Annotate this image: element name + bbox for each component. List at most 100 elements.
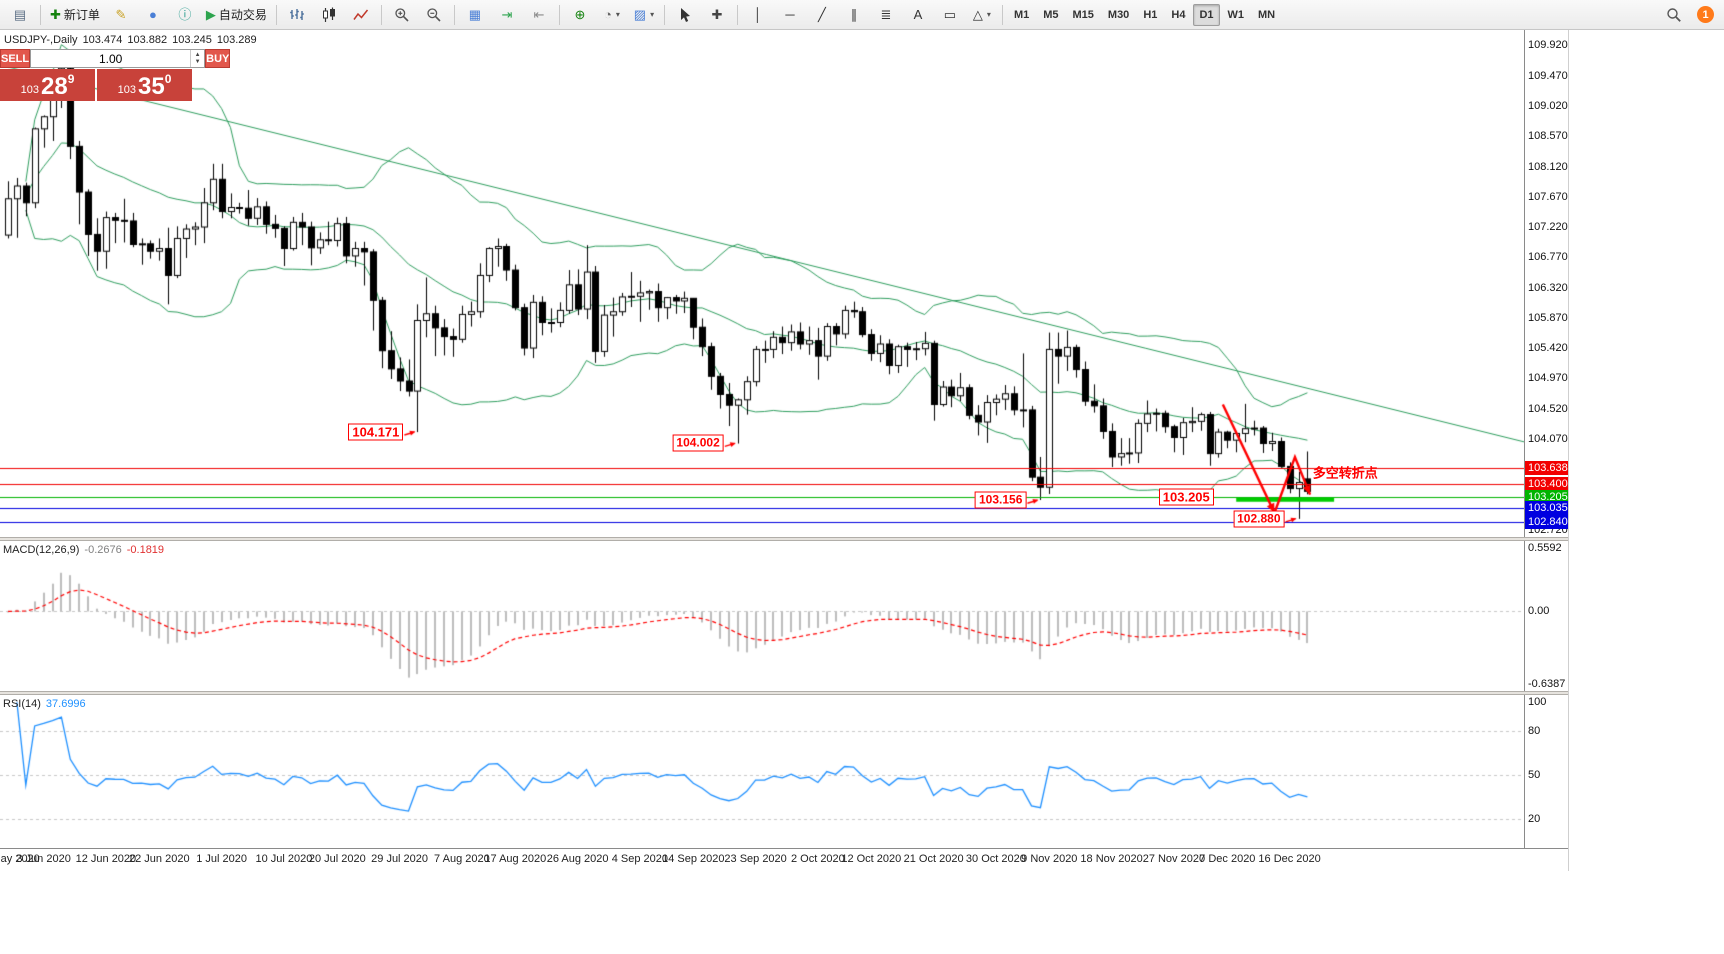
date-tick: 12 Jun 2020	[75, 853, 137, 865]
vertical-line-icon: │	[753, 7, 762, 22]
tile-windows-icon: ▦	[468, 7, 482, 22]
rsi-axis-label: 50	[1528, 769, 1541, 782]
macd-axis-label: -0.6387	[1528, 678, 1566, 691]
price-axis-label: 105.420	[1528, 342, 1568, 355]
globe-icon: ●	[148, 7, 157, 22]
new-order-button-label: 新订单	[63, 8, 100, 22]
date-tick: 23 Sep 2020	[724, 853, 787, 865]
templates-button[interactable]: ▨ ▾	[629, 2, 659, 28]
horizontal-line-button[interactable]: ─	[775, 2, 805, 28]
play-icon: ▶	[205, 7, 216, 22]
panel-splitter-2[interactable]	[0, 691, 1568, 695]
price-axis[interactable]: 109.920 109.470 109.020 108.570 108.120 107.6…	[1524, 30, 1568, 537]
timeframe-m5[interactable]: M5	[1043, 8, 1059, 21]
macd-axis[interactable]: 0.5592 0.00 -0.6387	[1524, 541, 1568, 691]
timeframe-m15[interactable]: M15	[1072, 8, 1094, 21]
rsi-axis-label: 100	[1528, 696, 1547, 709]
timeframe-h4[interactable]: H4	[1171, 8, 1186, 21]
arrow-label-button[interactable]: ▭	[935, 2, 965, 28]
date-tick: 2 Oct 2020	[790, 853, 845, 865]
date-tick: 14 Sep 2020	[662, 853, 725, 865]
date-tick: 1 Jul 2020	[196, 853, 247, 865]
zoom-in-button[interactable]	[387, 2, 417, 28]
tile-windows-button[interactable]: ▦	[460, 2, 490, 28]
price-axis-label: 104.070	[1528, 432, 1568, 445]
autotrading-button-label: 自动交易	[218, 8, 267, 22]
buy-button[interactable]: BUY	[205, 49, 231, 68]
timeframe-m1[interactable]: M1	[1013, 8, 1030, 21]
price-chart-canvas[interactable]	[0, 30, 1524, 537]
date-tick: 27 Nov 2020	[1142, 853, 1206, 865]
vertical-line-button[interactable]: │	[743, 2, 773, 28]
metaeditor-button[interactable]: ✎	[106, 2, 136, 28]
new-order-button[interactable]: ✚ 新订单	[46, 2, 104, 28]
fibonacci-button[interactable]: ≣	[871, 2, 901, 28]
zoom-out-button[interactable]	[419, 2, 449, 28]
date-tick: 29 Jul 2020	[371, 853, 429, 865]
candles-icon	[321, 7, 337, 23]
main-toolbar: ▤ ✚ 新订单 ✎ ● ⓘ ▶ 自动交易 ▦ ⇥ ⇤ ⊕ ◔ ▾ ▨ ▾ ✚ │ ─ ╱ ∥ ≣ A ▭ △ ▾ M1 M5 M15 M…	[0, 0, 1724, 30]
spinner-down-icon[interactable]: ▼	[194, 58, 201, 65]
macd-canvas[interactable]	[0, 541, 1524, 691]
crosshair-icon: ✚	[711, 7, 723, 22]
channel-button[interactable]: ∥	[839, 2, 869, 28]
candlestick-button[interactable]	[314, 2, 344, 28]
chevron-down-icon: ▾	[650, 10, 655, 19]
notification-badge[interactable]: 1	[1697, 6, 1714, 23]
new-chart-button[interactable]: ▤	[5, 2, 35, 28]
rsi-value: 37.6996	[45, 698, 86, 710]
timeframe-toolbar: M1 M5 M15 M30 H1 H4 D1 W1 MN	[1007, 0, 1282, 29]
trendline-button[interactable]: ╱	[807, 2, 837, 28]
chart-shift-button[interactable]: ⇤	[524, 2, 554, 28]
toolbar-right: 1	[1658, 2, 1720, 28]
line-chart-button[interactable]	[346, 2, 376, 28]
date-tick: 28 May 2020	[0, 853, 40, 865]
search-icon[interactable]	[1659, 2, 1689, 28]
chevron-down-icon: ▾	[615, 10, 620, 19]
rsi-axis-label: 20	[1528, 812, 1541, 825]
cursor-button[interactable]	[670, 2, 700, 28]
timeframe-m30[interactable]: M30	[1107, 8, 1130, 21]
toolbar-separator	[453, 4, 455, 25]
chevron-down-icon: ▾	[986, 10, 991, 19]
community-button[interactable]: ●	[138, 2, 168, 28]
price-axis-label: 106.320	[1528, 281, 1568, 294]
macd-signal-value: -0.1819	[126, 544, 165, 556]
date-tick: 12 Oct 2020	[841, 853, 902, 865]
date-tick: 30 Oct 2020	[965, 853, 1026, 865]
volume-input[interactable]	[31, 50, 191, 67]
periods-button[interactable]: ◔ ▾	[597, 2, 627, 28]
timeframe-mn[interactable]: MN	[1258, 8, 1276, 21]
indicators-button[interactable]: ⊕	[565, 2, 595, 28]
timeframe-h1[interactable]: H1	[1143, 8, 1158, 21]
auto-scroll-button[interactable]: ⇥	[492, 2, 522, 28]
chart-window-icon: ▤	[13, 7, 27, 22]
sell-button[interactable]: SELL	[0, 49, 31, 68]
toolbar-buttons: ▤ ✚ 新订单 ✎ ● ⓘ ▶ 自动交易 ▦ ⇥ ⇤ ⊕ ◔ ▾ ▨ ▾ ✚ │ ─ ╱ ∥ ≣ A ▭ △ ▾	[4, 0, 1007, 29]
volume-field[interactable]: ▲▼	[30, 49, 206, 68]
timeframe-w1[interactable]: W1	[1227, 8, 1245, 21]
price-panel: 109.920 109.470 109.020 108.570 108.120 107.6…	[0, 30, 1568, 537]
panel-splitter[interactable]	[0, 537, 1568, 541]
rsi-label: RSI(14) 37.6996	[3, 698, 86, 710]
bar-chart-button[interactable]	[282, 2, 312, 28]
macd-axis-label: 0.00	[1528, 605, 1550, 618]
help-button[interactable]: ⓘ	[170, 2, 200, 28]
price-axis-label: 107.220	[1528, 221, 1568, 234]
price-axis-label: 108.570	[1528, 130, 1568, 143]
shapes-button[interactable]: △ ▾	[967, 2, 997, 28]
buy-price-button[interactable]: 103 35 0	[97, 69, 192, 101]
rsi-canvas[interactable]	[0, 695, 1524, 848]
auto-scroll-icon: ⇥	[501, 7, 513, 22]
sell-price-button[interactable]: 103 28 9	[0, 69, 95, 101]
crosshair-button[interactable]: ✚	[702, 2, 732, 28]
timeframe-d1[interactable]: D1	[1193, 3, 1220, 26]
text-button[interactable]: A	[903, 2, 933, 28]
spinner-up-icon[interactable]: ▲	[194, 51, 201, 58]
volume-spinner[interactable]: ▲ ▼	[190, 50, 204, 67]
rsi-axis[interactable]: 100 80 50 20	[1524, 695, 1568, 848]
autotrading-button[interactable]: ▶ 自动交易	[202, 2, 271, 28]
date-tick: 17 Aug 2020	[484, 853, 547, 865]
